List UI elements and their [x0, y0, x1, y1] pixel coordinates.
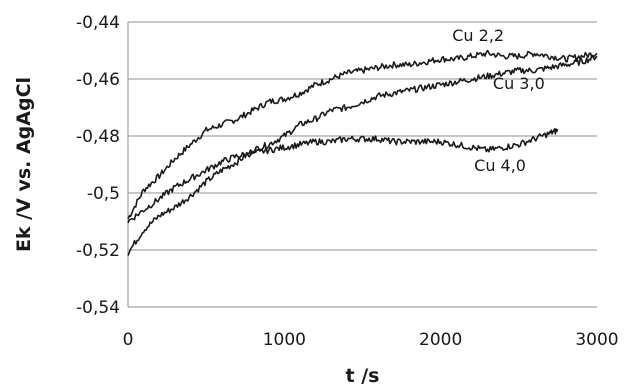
axes — [127, 22, 597, 308]
y-tick-labels: -0,44 -0,46 -0,48 -0,5 -0,52 -0,54 — [76, 13, 120, 318]
series-label-3: Cu 4,0 — [474, 156, 526, 175]
x-tick-labels: 0 1000 2000 3000 — [123, 330, 619, 350]
y-tick-label: -0,44 — [76, 13, 120, 33]
y-axis-title: Ek /V vs. AgAgCl — [13, 77, 35, 252]
x-tick-label: 1000 — [263, 330, 306, 350]
series-lines — [127, 49, 598, 256]
y-tick-label: -0,54 — [76, 298, 120, 318]
series-labels: Cu 2,2 Cu 3,0 Cu 4,0 — [452, 26, 544, 175]
x-tick-label: 3000 — [575, 330, 618, 350]
x-tick-label: 0 — [123, 330, 134, 350]
y-tick-label: -0,48 — [76, 127, 120, 147]
x-axis-title: t /s — [346, 365, 380, 387]
series-line-1 — [127, 49, 598, 220]
series-label-1: Cu 2,2 — [452, 26, 504, 45]
series-label-2: Cu 3,0 — [493, 74, 545, 93]
y-tick-label: -0,46 — [76, 70, 120, 90]
y-tick-label: -0,52 — [76, 241, 120, 261]
series-line-3 — [127, 128, 559, 224]
series-line-2 — [127, 54, 598, 256]
x-tick-label: 2000 — [419, 330, 462, 350]
y-tick-label: -0,5 — [87, 184, 120, 204]
gridlines — [128, 21, 597, 308]
